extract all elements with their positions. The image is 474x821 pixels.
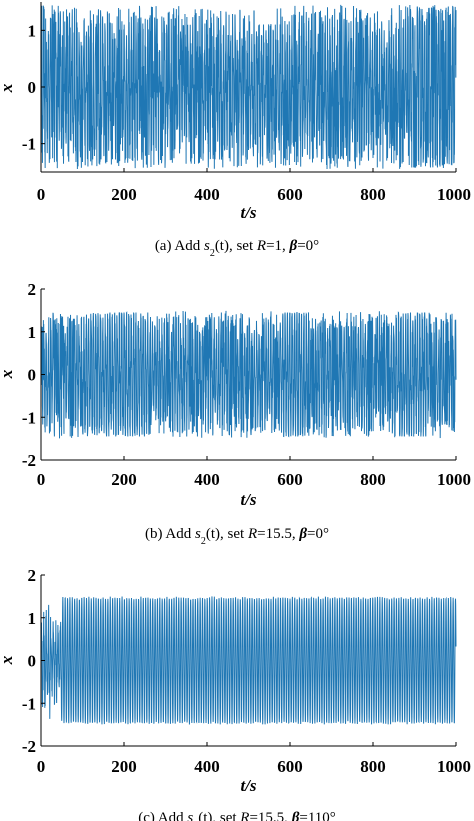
panel-a: -1 0 1 0 200 400 600 800 1000 x t/s (a) Add s2(t), … — [0, 2, 471, 259]
series-line-a — [40, 4, 457, 170]
x-axis-label: t/s — [240, 203, 256, 222]
y-tick-label: 1 — [28, 323, 37, 342]
y-tick-label: -1 — [22, 408, 36, 427]
y-axis-label: x — [0, 369, 16, 379]
x-tick-label: 800 — [360, 470, 386, 489]
y-axis-label: x — [0, 655, 16, 665]
y-tick-label: 0 — [28, 652, 37, 671]
panel-caption: (b) Add s2(t), set R=15.5, β=0° — [145, 526, 329, 547]
x-tick-label: 200 — [111, 470, 137, 489]
y-tick-label: -1 — [22, 135, 36, 154]
y-tick-label: -2 — [22, 451, 36, 470]
panel-c: -2 -1 0 1 2 0 200 400 600 800 1000 x t/s (c) Add s2(t… — [0, 566, 471, 821]
y-tick-label: 1 — [28, 21, 37, 40]
x-tick-label: 600 — [277, 757, 303, 776]
panel-caption: (c) Add s2(t), set R=15.5, β=110° — [138, 810, 336, 821]
series-line-c — [40, 596, 457, 725]
y-tick-label: -2 — [22, 737, 36, 756]
x-tick-label: 1000 — [437, 185, 471, 204]
x-tick-label: 800 — [360, 185, 386, 204]
x-tick-label: 600 — [277, 185, 303, 204]
x-tick-label: 200 — [111, 185, 137, 204]
x-tick-label: 1000 — [437, 757, 471, 776]
x-tick-label: 0 — [37, 185, 46, 204]
x-tick-label: 400 — [194, 757, 220, 776]
panel-b: -2 -1 0 1 2 0 200 400 600 800 1000 x t/s (b) Add s2(t… — [0, 280, 471, 547]
series-line-b — [40, 310, 457, 439]
panel-caption: (a) Add s2(t), set R=1, β=0° — [155, 238, 319, 259]
x-tick-label: 400 — [194, 470, 220, 489]
x-tick-label: 400 — [194, 185, 220, 204]
y-tick-label: -1 — [22, 694, 36, 713]
x-tick-label: 1000 — [437, 470, 471, 489]
y-tick-label: 0 — [28, 366, 37, 385]
x-tick-label: 200 — [111, 757, 137, 776]
x-axis-label: t/s — [240, 776, 256, 795]
y-axis-label: x — [0, 83, 16, 93]
x-axis-label: t/s — [240, 490, 256, 509]
y-tick-label: 0 — [28, 78, 37, 97]
x-tick-label: 600 — [277, 470, 303, 489]
y-tick-label: 2 — [28, 280, 37, 299]
x-tick-label: 0 — [37, 757, 46, 776]
y-tick-label: 2 — [28, 566, 37, 585]
y-tick-label: 1 — [28, 609, 37, 628]
x-tick-label: 0 — [37, 470, 46, 489]
x-tick-label: 800 — [360, 757, 386, 776]
